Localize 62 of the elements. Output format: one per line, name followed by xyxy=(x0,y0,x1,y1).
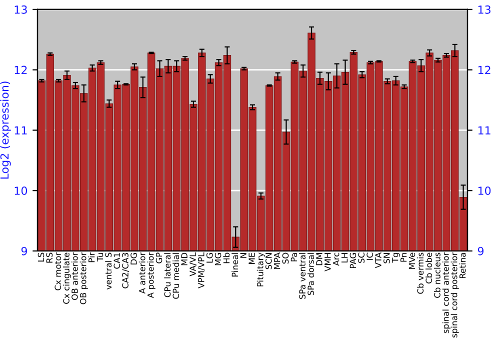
x-tick-label: PAG xyxy=(350,253,356,268)
x-tick-label: Hb xyxy=(223,252,230,264)
x-tick-label: OB posterior xyxy=(80,252,88,304)
y2-tick-label: 13 xyxy=(478,5,490,14)
x-tick-label: CA2/CA3 xyxy=(122,253,130,288)
x-tick-label: Tg xyxy=(392,253,400,263)
x-tick-label: SN xyxy=(384,253,390,264)
x-tick-label: Cb lobe xyxy=(426,252,432,284)
x-tick-label: Pa xyxy=(290,253,298,262)
y-tick-label: 13 xyxy=(14,5,27,14)
y-tick-label: 9 xyxy=(21,246,27,256)
x-tick-label: Tu xyxy=(96,253,104,262)
x-tick-label: SPa dorsal xyxy=(307,253,314,296)
x-tick-label: CA1 xyxy=(114,253,120,269)
x-tick-label: SC xyxy=(358,252,365,263)
x-tick-label: Retina xyxy=(459,253,466,278)
x-tick-label: LS xyxy=(38,252,44,262)
y-axis-title: Log2 (expression) xyxy=(0,82,11,179)
y2-tick-label: 11 xyxy=(478,126,490,134)
x-tick-label: spinal cord posterior xyxy=(450,252,459,338)
x-tick-label: SPa ventral xyxy=(299,253,306,299)
x-tick-label: LH xyxy=(341,253,348,262)
y2-tick-label: 12 xyxy=(478,66,490,74)
x-tick-label: CPu medial xyxy=(172,253,180,299)
y-tick-label: 12 xyxy=(14,66,27,74)
x-tick-label: GP xyxy=(156,252,162,264)
x-tick-label: N xyxy=(240,253,246,258)
x-tick-label: DG xyxy=(130,253,137,264)
x-tick-label: A anterior xyxy=(138,252,146,294)
x-tick-label: A posterior xyxy=(147,252,156,298)
x-tick-label: MD xyxy=(181,252,188,266)
x-tick-label: Arc xyxy=(333,252,340,266)
x-tick-label: VMH xyxy=(324,253,331,272)
x-tick-label: OB anterior xyxy=(71,252,78,300)
x-tick-label: Cx motor xyxy=(54,252,61,290)
x-tick-label: Pn xyxy=(400,253,407,262)
x-tick-label: RS xyxy=(46,252,53,263)
x-tick-label: Cb nucleus xyxy=(434,252,440,298)
x-tick-label: ventral S xyxy=(105,252,112,290)
x-tick-label: ME xyxy=(248,252,255,264)
x-tick-label: VA/VL xyxy=(190,252,197,276)
x-tick-label: spinal cord anterior xyxy=(442,252,450,334)
x-tick-label: SCN xyxy=(265,253,272,270)
y2-tick-label: 10 xyxy=(478,186,491,195)
y-tick-label: 10 xyxy=(14,186,28,195)
x-tick-label: VTA xyxy=(375,252,382,268)
y-tick-label: 11 xyxy=(14,126,27,134)
x-tick-label: Pituitary xyxy=(256,252,265,286)
x-tick-label: DM xyxy=(316,253,322,266)
x-tick-label: IC xyxy=(366,252,373,260)
x-tick-label: SO xyxy=(282,252,289,264)
x-tick-label: LG xyxy=(206,253,213,263)
y2-tick-label: 9 xyxy=(478,246,484,256)
x-tick-label: Pir xyxy=(88,252,95,262)
x-tick-label: Cb vermis xyxy=(417,252,424,294)
x-tick-label: Pineal xyxy=(232,253,238,277)
x-tick-label: VPM/VPL xyxy=(198,252,205,288)
x-tick-label: MVe xyxy=(408,252,416,269)
x-tick-label: MPA xyxy=(274,252,280,269)
x-tick-label: MG xyxy=(214,253,222,266)
x-tick-label: CPu lateral xyxy=(164,253,171,298)
x-tick-label: Cx cingulate xyxy=(62,252,72,304)
